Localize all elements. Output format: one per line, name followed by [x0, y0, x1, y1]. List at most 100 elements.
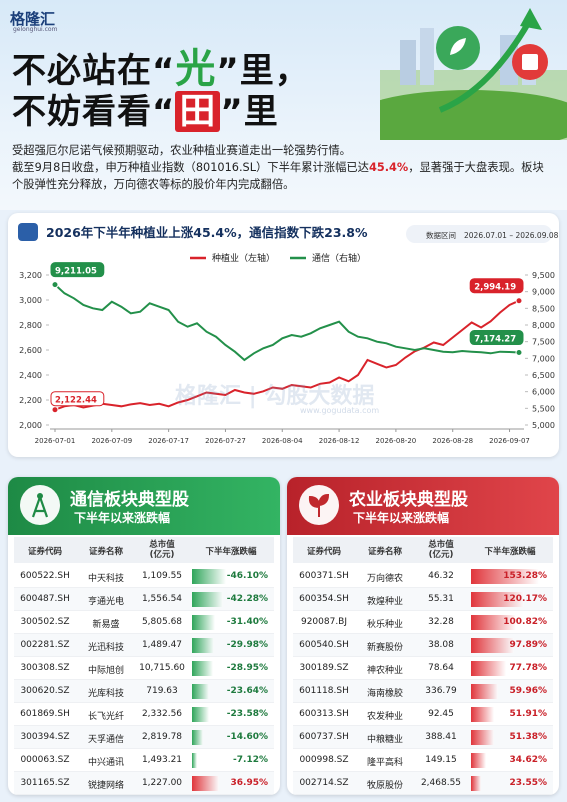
column-label-line: 总市值 — [149, 540, 175, 550]
table-cell: 天孚通信 — [87, 735, 124, 745]
logo-url: gelonghui.com — [13, 26, 58, 33]
table-cell: 601118.SH — [299, 686, 349, 696]
table-cell: 149.15 — [425, 755, 457, 765]
table-cell: 002281.SZ — [20, 640, 70, 650]
table-row: 600487.SH 亨通光电 1,556.54 -42.28% — [14, 588, 274, 611]
table-cell: 002714.SZ — [299, 778, 349, 788]
y2-tick-label: 8,500 — [532, 304, 555, 313]
change-bar — [192, 776, 220, 791]
watermark-brand: 格隆汇 — [175, 384, 242, 409]
table-cell: 300189.SZ — [299, 663, 349, 673]
table-title: 农业板块典型股 — [349, 490, 468, 510]
table-header: 农业板块典型股 下半年以来涨跌幅 — [287, 477, 559, 535]
intro: 受超强厄尔尼诺气候预期驱动，农业种植业赛道走出一轮强势行情。 截至9月8日收盘，… — [12, 142, 552, 193]
header-art — [380, 8, 567, 140]
table-cell: 中天科技 — [87, 574, 124, 584]
watermark-url: www.gogudata.com — [300, 406, 380, 415]
icon-art — [308, 493, 330, 517]
table-icon — [299, 485, 339, 525]
table-cell: 5,805.68 — [141, 617, 183, 627]
change-label: -31.40% — [226, 617, 268, 627]
table-cell: 300620.SZ — [20, 686, 70, 696]
table-cell: 600540.SH — [299, 640, 349, 650]
table-row: 600313.SH 农发种业 92.45 51.91% — [293, 703, 553, 726]
change-label: 153.28% — [503, 571, 547, 581]
x-tick-label: 2026-09-07 — [489, 437, 530, 445]
change-bar — [192, 615, 216, 630]
chart-card: 2026年下半年种植业上涨45.4%，通信指数下跌23.8% 数据区间 2026… — [8, 213, 559, 457]
y-tick-label: 2,000 — [19, 421, 42, 430]
table-cell: 600354.SH — [299, 594, 349, 604]
table-cell: 388.41 — [425, 732, 457, 742]
title-part: 不妨看看“ — [12, 92, 176, 132]
y-tick-label: 2,200 — [19, 396, 42, 405]
table-cell: 46.32 — [428, 571, 454, 581]
change-bar — [471, 638, 515, 653]
change-bar — [192, 638, 215, 653]
table-row: 002714.SZ 牧原股份 2,468.55 23.55% — [293, 772, 553, 795]
table-cell: 300394.SZ — [20, 732, 70, 742]
table-cell: 新易盛 — [92, 620, 120, 630]
table-row: 300620.SZ 光库科技 719.63 -23.64% — [14, 680, 274, 703]
table-cell: 920087.BJ — [300, 617, 348, 627]
change-label: 23.55% — [509, 778, 548, 788]
table-row: 300502.SZ 新易盛 5,805.68 -31.40% — [14, 611, 274, 634]
table-cell: 锐捷网络 — [87, 781, 124, 791]
series-line — [54, 299, 520, 411]
change-label: 34.62% — [509, 755, 548, 765]
change-label: 51.38% — [509, 732, 548, 742]
table-cell: 600487.SH — [20, 594, 70, 604]
intro-highlight: 45.4% — [368, 161, 409, 174]
y2-tick-label: 9,500 — [532, 271, 555, 280]
intro-line: 受超强厄尔尼诺气候预期驱动，农业种植业赛道走出一轮强势行情。 — [12, 144, 351, 157]
table-row: 300308.SZ 中际旭创 10,715.60 -28.95% — [14, 657, 274, 680]
table-cell: 38.08 — [428, 640, 454, 650]
end-point — [51, 281, 59, 289]
legend-label: 通信（右轴） — [312, 252, 366, 264]
x-tick-label: 2026-07-27 — [205, 437, 246, 445]
change-label: -7.12% — [233, 755, 268, 765]
change-label: -23.58% — [226, 709, 268, 719]
legend-label: 种植业（左轴） — [212, 252, 275, 264]
table-row: 600522.SH 中天科技 1,109.55 -46.10% — [14, 565, 274, 588]
change-label: -29.98% — [226, 640, 268, 650]
y2-tick-label: 6,500 — [532, 371, 555, 380]
y2-tick-label: 7,500 — [532, 338, 555, 347]
value-label: 2,994.19 — [474, 283, 516, 293]
change-bar — [471, 753, 487, 768]
date-pill — [406, 225, 552, 243]
x-tick-label: 2026-08-20 — [376, 437, 417, 445]
table-cell: 600313.SH — [299, 709, 349, 719]
title-part: 不必站在“ — [12, 51, 176, 91]
table-subtitle: 下半年以来涨跌幅 — [74, 511, 171, 525]
value-label-bg — [50, 262, 105, 278]
table-cell: 农发种业 — [366, 712, 403, 722]
table-cell: 神农种业 — [366, 666, 403, 676]
y2-tick-label: 7,000 — [532, 354, 555, 363]
table-header: 通信板块典型股 下半年以来涨跌幅 — [8, 477, 280, 535]
change-label: 120.17% — [503, 594, 547, 604]
table-row: 300189.SZ 神农种业 78.64 77.78% — [293, 657, 553, 680]
table-row: 002281.SZ 光迅科技 1,489.47 -29.98% — [14, 634, 274, 657]
change-bar — [471, 730, 494, 745]
x-tick-label: 2026-08-04 — [262, 437, 303, 445]
date-range-label: 数据区间 — [426, 230, 456, 240]
table-row: 600371.SH 万向德农 46.32 153.28% — [293, 565, 553, 588]
watermark: 格隆汇 | 勾股大数据 — [175, 384, 375, 409]
table-cell: 新赛股份 — [366, 643, 403, 653]
y-tick-label: 2,600 — [19, 346, 42, 355]
table-subtitle: 下半年以来涨跌幅 — [353, 511, 450, 525]
table-cell: 光库科技 — [87, 689, 124, 699]
table-cell: 中粮糖业 — [366, 735, 403, 745]
table-row: 601118.SH 海南橡胶 336.79 59.96% — [293, 680, 553, 703]
change-bar — [471, 615, 516, 630]
change-bar — [471, 684, 498, 699]
y2-tick-label: 9,000 — [532, 288, 555, 297]
column-label: 下半年涨跌幅 — [484, 547, 536, 557]
change-label: 100.82% — [503, 617, 547, 627]
title-highlight: 田 — [175, 91, 221, 132]
y2-tick-label: 5,000 — [532, 421, 555, 430]
x-tick-label: 2026-07-09 — [91, 437, 132, 445]
value-label-bg — [469, 278, 524, 294]
table-title: 通信板块典型股 — [70, 490, 189, 510]
